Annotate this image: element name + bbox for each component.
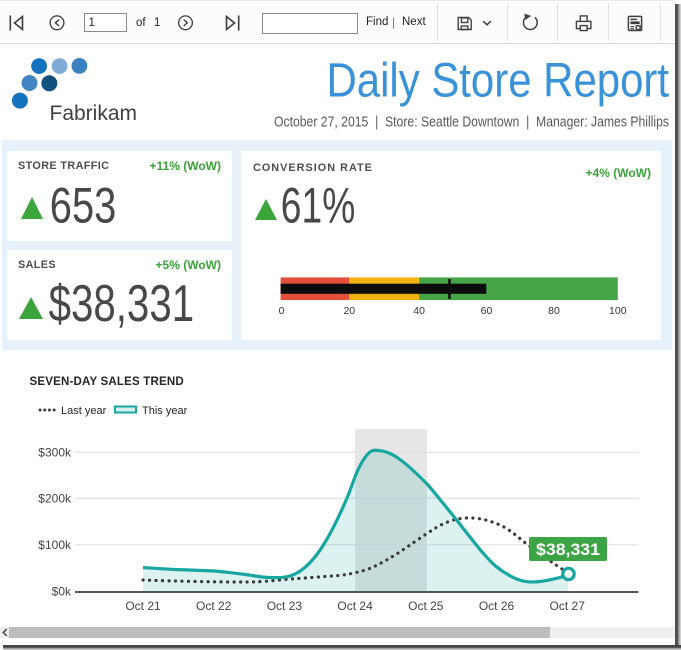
svg-text:40: 40 [413,305,425,317]
svg-text:80: 80 [548,305,560,317]
svg-text:SEVEN-DAY SALES TREND: SEVEN-DAY SALES TREND [30,376,184,388]
svg-text:20: 20 [343,305,355,317]
svg-text:This year: This year [142,405,188,417]
svg-text:$38,331: $38,331 [49,275,195,331]
svg-text:61%: 61% [281,177,356,233]
svg-text:$38,331: $38,331 [536,540,600,559]
svg-text:Oct 27: Oct 27 [550,599,586,613]
svg-text:$300k: $300k [38,446,72,460]
svg-text:Oct 21: Oct 21 [125,599,161,613]
svg-text:Oct 25: Oct 25 [408,599,444,613]
svg-text:Oct 26: Oct 26 [479,599,515,613]
svg-text:100: 100 [609,305,627,317]
svg-text:$200k: $200k [38,492,72,506]
svg-text:$100k: $100k [38,538,72,552]
svg-text:Oct 22: Oct 22 [196,599,232,613]
svg-text:Oct 24: Oct 24 [337,599,373,613]
svg-text:$0k: $0k [52,585,72,599]
svg-text:0: 0 [279,305,285,317]
svg-text:60: 60 [481,305,493,317]
svg-text:Last year: Last year [61,405,107,417]
svg-text:Oct 23: Oct 23 [267,599,303,613]
svg-text:October 27, 2015 | Store: Se: October 27, 2015 | Store: Seattle Downto… [274,115,669,131]
svg-text:653: 653 [50,177,117,233]
svg-text:Daily Store Report: Daily Store Report [327,55,670,108]
